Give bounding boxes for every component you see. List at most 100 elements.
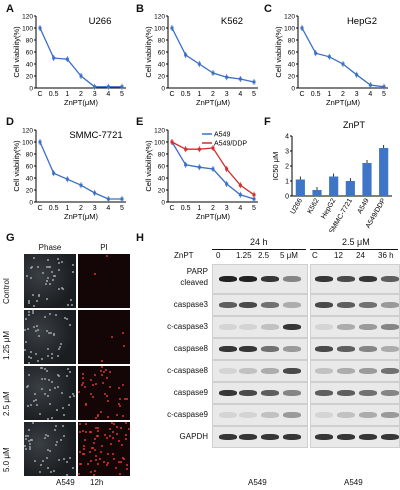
x-tick-label: C (37, 205, 42, 212)
x-tick-label: 0.5 (311, 91, 321, 98)
y-tick-label: 40 (26, 176, 34, 183)
blot-band (283, 346, 301, 352)
cell-dot (61, 406, 64, 409)
pi-positive-dot (80, 462, 83, 465)
blot-band (381, 390, 399, 396)
cell-dot (29, 447, 32, 450)
cell-dot (48, 312, 51, 315)
cell-dot (31, 294, 34, 297)
pi-positive-dot (94, 374, 97, 377)
cell-dot (65, 375, 68, 378)
cell-dot (66, 304, 69, 307)
data-point (300, 26, 304, 30)
pi-positive-dot (119, 460, 122, 463)
cell-dot (43, 367, 46, 370)
cell-dot (50, 380, 53, 383)
cell-dot (57, 268, 60, 271)
cell-dot (53, 429, 56, 432)
blot-strip (310, 382, 400, 404)
pi-positive-dot (78, 423, 81, 426)
pi-positive-dot (78, 431, 81, 434)
chart-b-k562: 0 20 40 60 80 100 120 C 0.5 1 2 3 4 5 ZnPT(μM) Cell via… (144, 14, 258, 107)
pi-positive-dot (102, 382, 105, 385)
cell-dot (34, 330, 37, 333)
cell-dot (48, 402, 51, 405)
cell-dot (37, 266, 40, 269)
cell-dot (47, 467, 50, 470)
cell-dot (24, 328, 27, 331)
pi-positive-dot (78, 391, 80, 394)
cell-dot (46, 394, 49, 397)
blot-band (337, 346, 355, 352)
protein-label: caspase9 (173, 388, 208, 397)
cell-dot (50, 331, 53, 334)
data-point (184, 147, 188, 151)
cell-dot (51, 417, 54, 420)
pi-positive-dot (119, 404, 122, 407)
cell-dot (57, 262, 60, 265)
data-point (52, 171, 56, 175)
data-point (106, 85, 110, 89)
pi-positive-dot (92, 473, 95, 476)
bar (379, 148, 389, 196)
pi-positive-dot (94, 383, 97, 386)
cell-dot (45, 297, 48, 300)
pi-positive-dot (93, 442, 96, 445)
blot-strip (212, 426, 308, 448)
pi-positive-dot (95, 416, 98, 419)
blot-band (261, 302, 279, 308)
left-header: 24 h (250, 237, 268, 247)
blot-band (315, 412, 333, 418)
cell-dot (46, 369, 48, 372)
cell-dot (33, 325, 36, 328)
blot-band (315, 368, 333, 374)
blot-band (315, 302, 333, 308)
pi-positive-dot (109, 442, 112, 445)
y-tick-label: 0 (161, 200, 165, 207)
y-tick-label: 100 (22, 26, 33, 33)
cell-dot (49, 389, 52, 392)
x-tick-label: 4 (238, 205, 242, 212)
protein-label: GAPDH (179, 432, 208, 441)
row-label: 2.5 μM (2, 391, 11, 416)
pi-positive-dot (125, 437, 128, 440)
cell-dot (35, 299, 38, 302)
x-tick-label: 2 (79, 205, 83, 212)
cell-dot (50, 353, 53, 356)
blot-band (359, 346, 377, 352)
cell-dot (44, 433, 47, 436)
legend-label: A549 (214, 132, 230, 139)
cell-dot (52, 279, 55, 282)
blot-band (239, 390, 257, 396)
pi-positive-dot (84, 438, 87, 441)
blot-band (381, 368, 399, 374)
x-tick-label: U266 (290, 197, 304, 215)
cell-dot (26, 275, 29, 278)
panel-label-e: E (136, 116, 144, 128)
blot-band (283, 276, 301, 282)
pi-positive-dot (117, 439, 120, 442)
blot-band (219, 368, 237, 374)
pi-positive-dot (112, 452, 115, 455)
cell-dot (44, 315, 47, 318)
cell-dot (43, 436, 46, 439)
cell-dot (48, 379, 51, 382)
pi-positive-dot (104, 393, 107, 396)
cell-dot (47, 266, 50, 269)
cell-dot (48, 283, 51, 286)
cell-dot (24, 349, 27, 352)
blot-band (359, 434, 377, 440)
cell-dot (32, 422, 35, 425)
x-tick-label: 4 (106, 205, 110, 212)
y-tick-label: 0 (161, 86, 165, 93)
cell-dot (25, 386, 28, 389)
y-axis-title: Cell viability(%) (12, 140, 21, 192)
protein-label: c-caspase8 (167, 366, 208, 375)
blot-strip (310, 360, 400, 382)
pi-positive-dot (86, 463, 89, 466)
cell-dot (30, 356, 32, 359)
cell-dot (37, 328, 40, 331)
data-point (211, 71, 215, 75)
cell-dot (54, 274, 57, 277)
